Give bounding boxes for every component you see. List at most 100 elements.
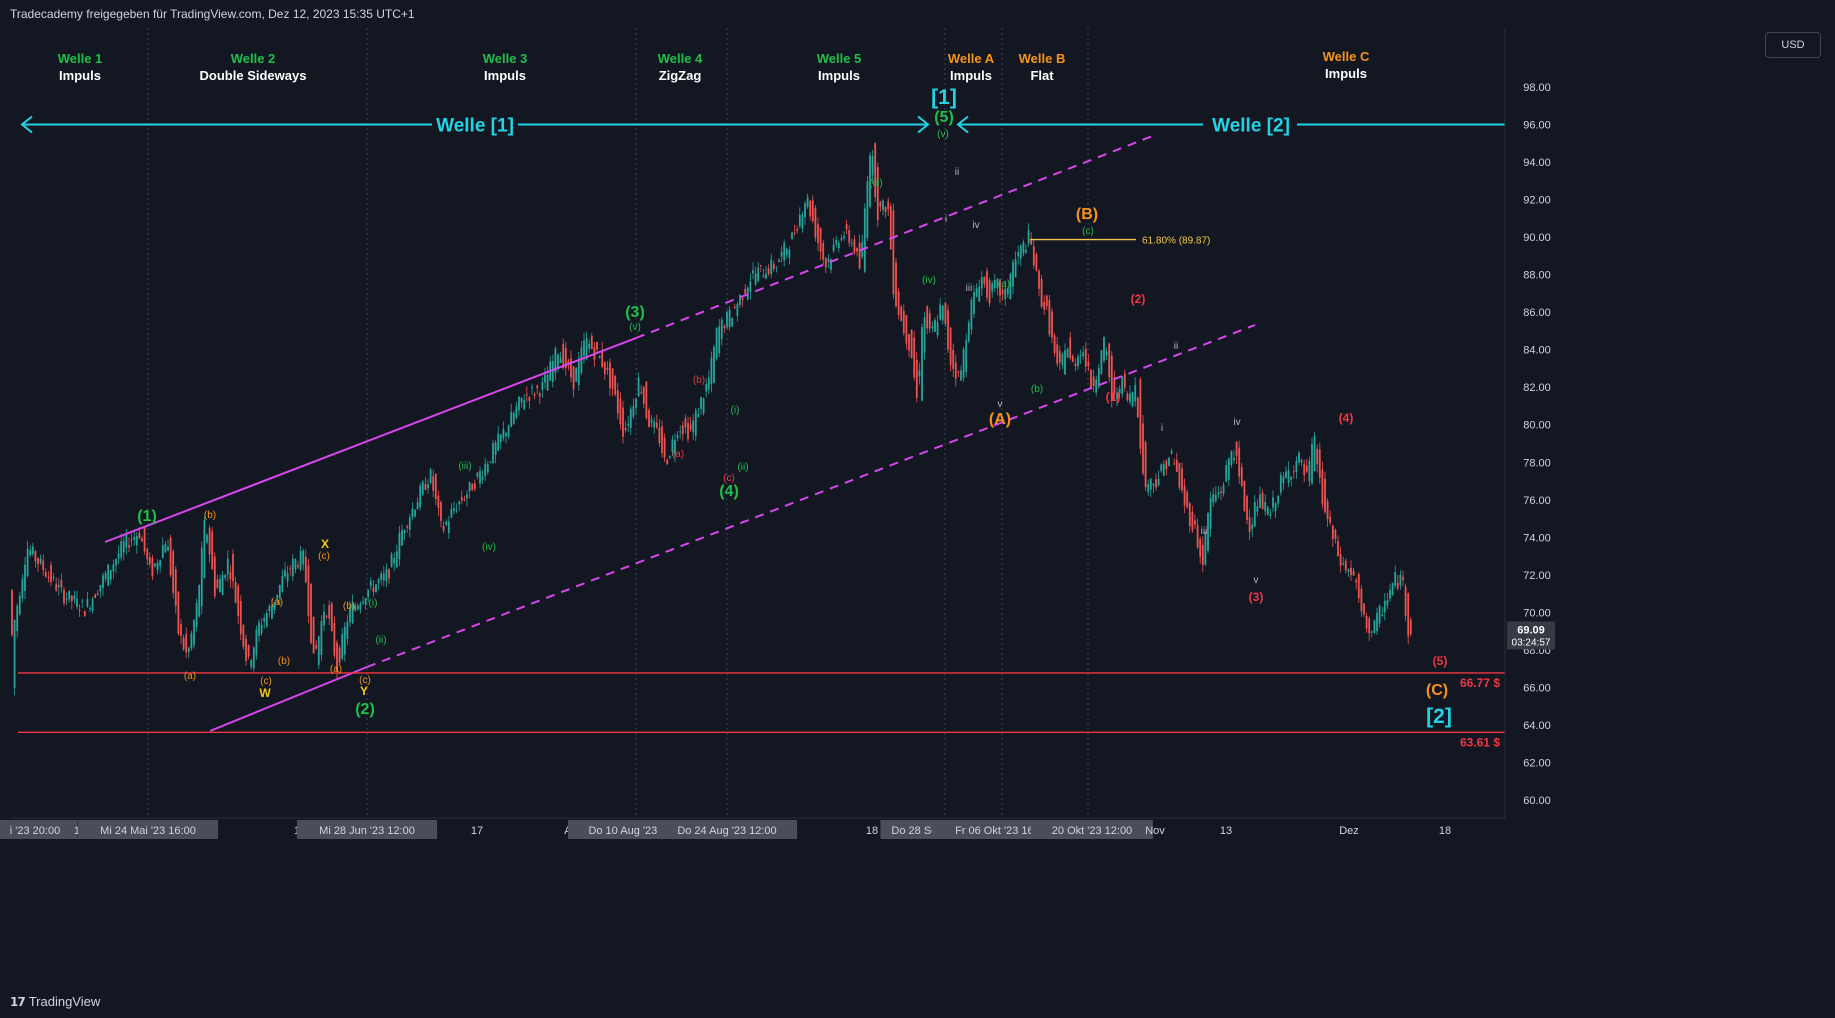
candle-up <box>676 435 679 438</box>
candle-up <box>866 181 869 238</box>
candle-down <box>1246 496 1248 521</box>
candle-up <box>265 612 268 627</box>
candle-up <box>494 442 497 455</box>
candle-up <box>24 564 26 591</box>
candle-up <box>89 607 91 609</box>
candle-up <box>1077 356 1079 367</box>
candle-up <box>1222 485 1225 494</box>
candle-up <box>585 337 588 359</box>
wave-count-label: (b) <box>204 510 216 521</box>
candle-up <box>765 273 767 279</box>
fib-retracement-label: 61.80% (89.87) <box>1142 236 1210 247</box>
candle-up <box>1394 572 1397 586</box>
candle-up <box>843 236 845 239</box>
wave-header-title: Welle 1 <box>58 51 103 66</box>
candle-down <box>949 327 952 366</box>
candle-up <box>1168 458 1170 467</box>
candle-up <box>991 283 994 292</box>
candle-down <box>606 367 609 371</box>
candle-down <box>858 242 861 269</box>
candle-up <box>198 585 201 617</box>
candle-up <box>531 386 533 389</box>
candle-down <box>1071 356 1074 363</box>
candle-down <box>473 483 476 490</box>
candle-down <box>986 270 988 298</box>
candle-up <box>1061 353 1064 366</box>
candle-up <box>554 348 557 373</box>
candle-up <box>1253 501 1256 527</box>
candle-down <box>733 306 736 308</box>
wave-count-label: (a) <box>330 664 342 675</box>
price-axis-tick: 92.00 <box>1523 195 1551 207</box>
candle-down <box>330 603 333 631</box>
candle-up <box>557 354 559 369</box>
candle-up <box>1290 476 1293 480</box>
wave-header-title: Welle 3 <box>483 51 528 66</box>
candle-down <box>336 642 338 671</box>
candle-up <box>962 349 965 378</box>
candle-down <box>874 143 877 197</box>
candle-up <box>154 563 156 567</box>
candle-up <box>635 398 637 408</box>
candle-up <box>931 326 934 328</box>
candle-down <box>957 371 960 373</box>
candle-up <box>749 281 752 292</box>
candle-down <box>811 200 814 222</box>
candle-up <box>21 578 24 599</box>
candle-down <box>611 368 614 389</box>
candle-down <box>44 572 47 577</box>
candle-up <box>923 317 926 353</box>
candle-down <box>11 590 13 635</box>
wave-count-label: (4) <box>719 483 739 500</box>
candle-up <box>117 553 120 559</box>
tradingview-footer[interactable]: 𝟭𝟳 TradingView <box>10 994 100 1009</box>
candle-up <box>559 357 562 363</box>
candle-down <box>1191 511 1194 531</box>
candle-up <box>1006 288 1009 295</box>
share-header: Tradecademy freigegeben für TradingView.… <box>10 7 415 21</box>
time-axis-tick: Dez <box>1339 825 1359 837</box>
candle-down <box>229 572 232 580</box>
wave-count-label: (1) <box>1106 390 1121 404</box>
candle-down <box>245 638 247 662</box>
candle-down <box>1248 517 1251 532</box>
wave-count-label: (b) <box>693 375 705 386</box>
candle-up <box>195 603 198 627</box>
candle-up <box>203 520 206 579</box>
candle-up <box>918 370 921 377</box>
candle-up <box>250 660 253 667</box>
wave-count-label: (iii) <box>869 178 882 189</box>
candle-up <box>1204 531 1207 565</box>
candle-up <box>1131 392 1134 407</box>
candle-down <box>824 258 827 268</box>
candle-up <box>109 569 112 580</box>
candle-up <box>1170 450 1173 454</box>
wave-count-label: (2) <box>355 701 375 718</box>
candle-up <box>416 502 419 510</box>
candle-up <box>679 431 682 433</box>
candle-down <box>94 594 97 599</box>
candle-up <box>671 439 674 452</box>
candle-up <box>869 155 871 207</box>
candle-down <box>239 600 242 635</box>
candle-up <box>1300 459 1303 463</box>
currency-button[interactable]: USD <box>1765 32 1821 58</box>
candle-up <box>1279 474 1282 493</box>
candle-up <box>939 304 942 320</box>
candle-up <box>1378 605 1381 624</box>
candle-up <box>1212 494 1215 503</box>
candle-up <box>1308 460 1311 482</box>
candle-up <box>863 208 866 272</box>
candle-up <box>260 624 263 634</box>
wave-count-label: (3) <box>625 304 645 321</box>
candle-down <box>1350 567 1352 576</box>
candle-up <box>840 237 843 240</box>
arrow-left-icon <box>956 115 969 134</box>
candle-up <box>39 558 42 564</box>
candle-up <box>1311 443 1313 484</box>
candle-up <box>276 594 279 600</box>
candle-down <box>1051 311 1053 338</box>
candle-down <box>1040 278 1043 307</box>
candle-up <box>26 548 29 577</box>
